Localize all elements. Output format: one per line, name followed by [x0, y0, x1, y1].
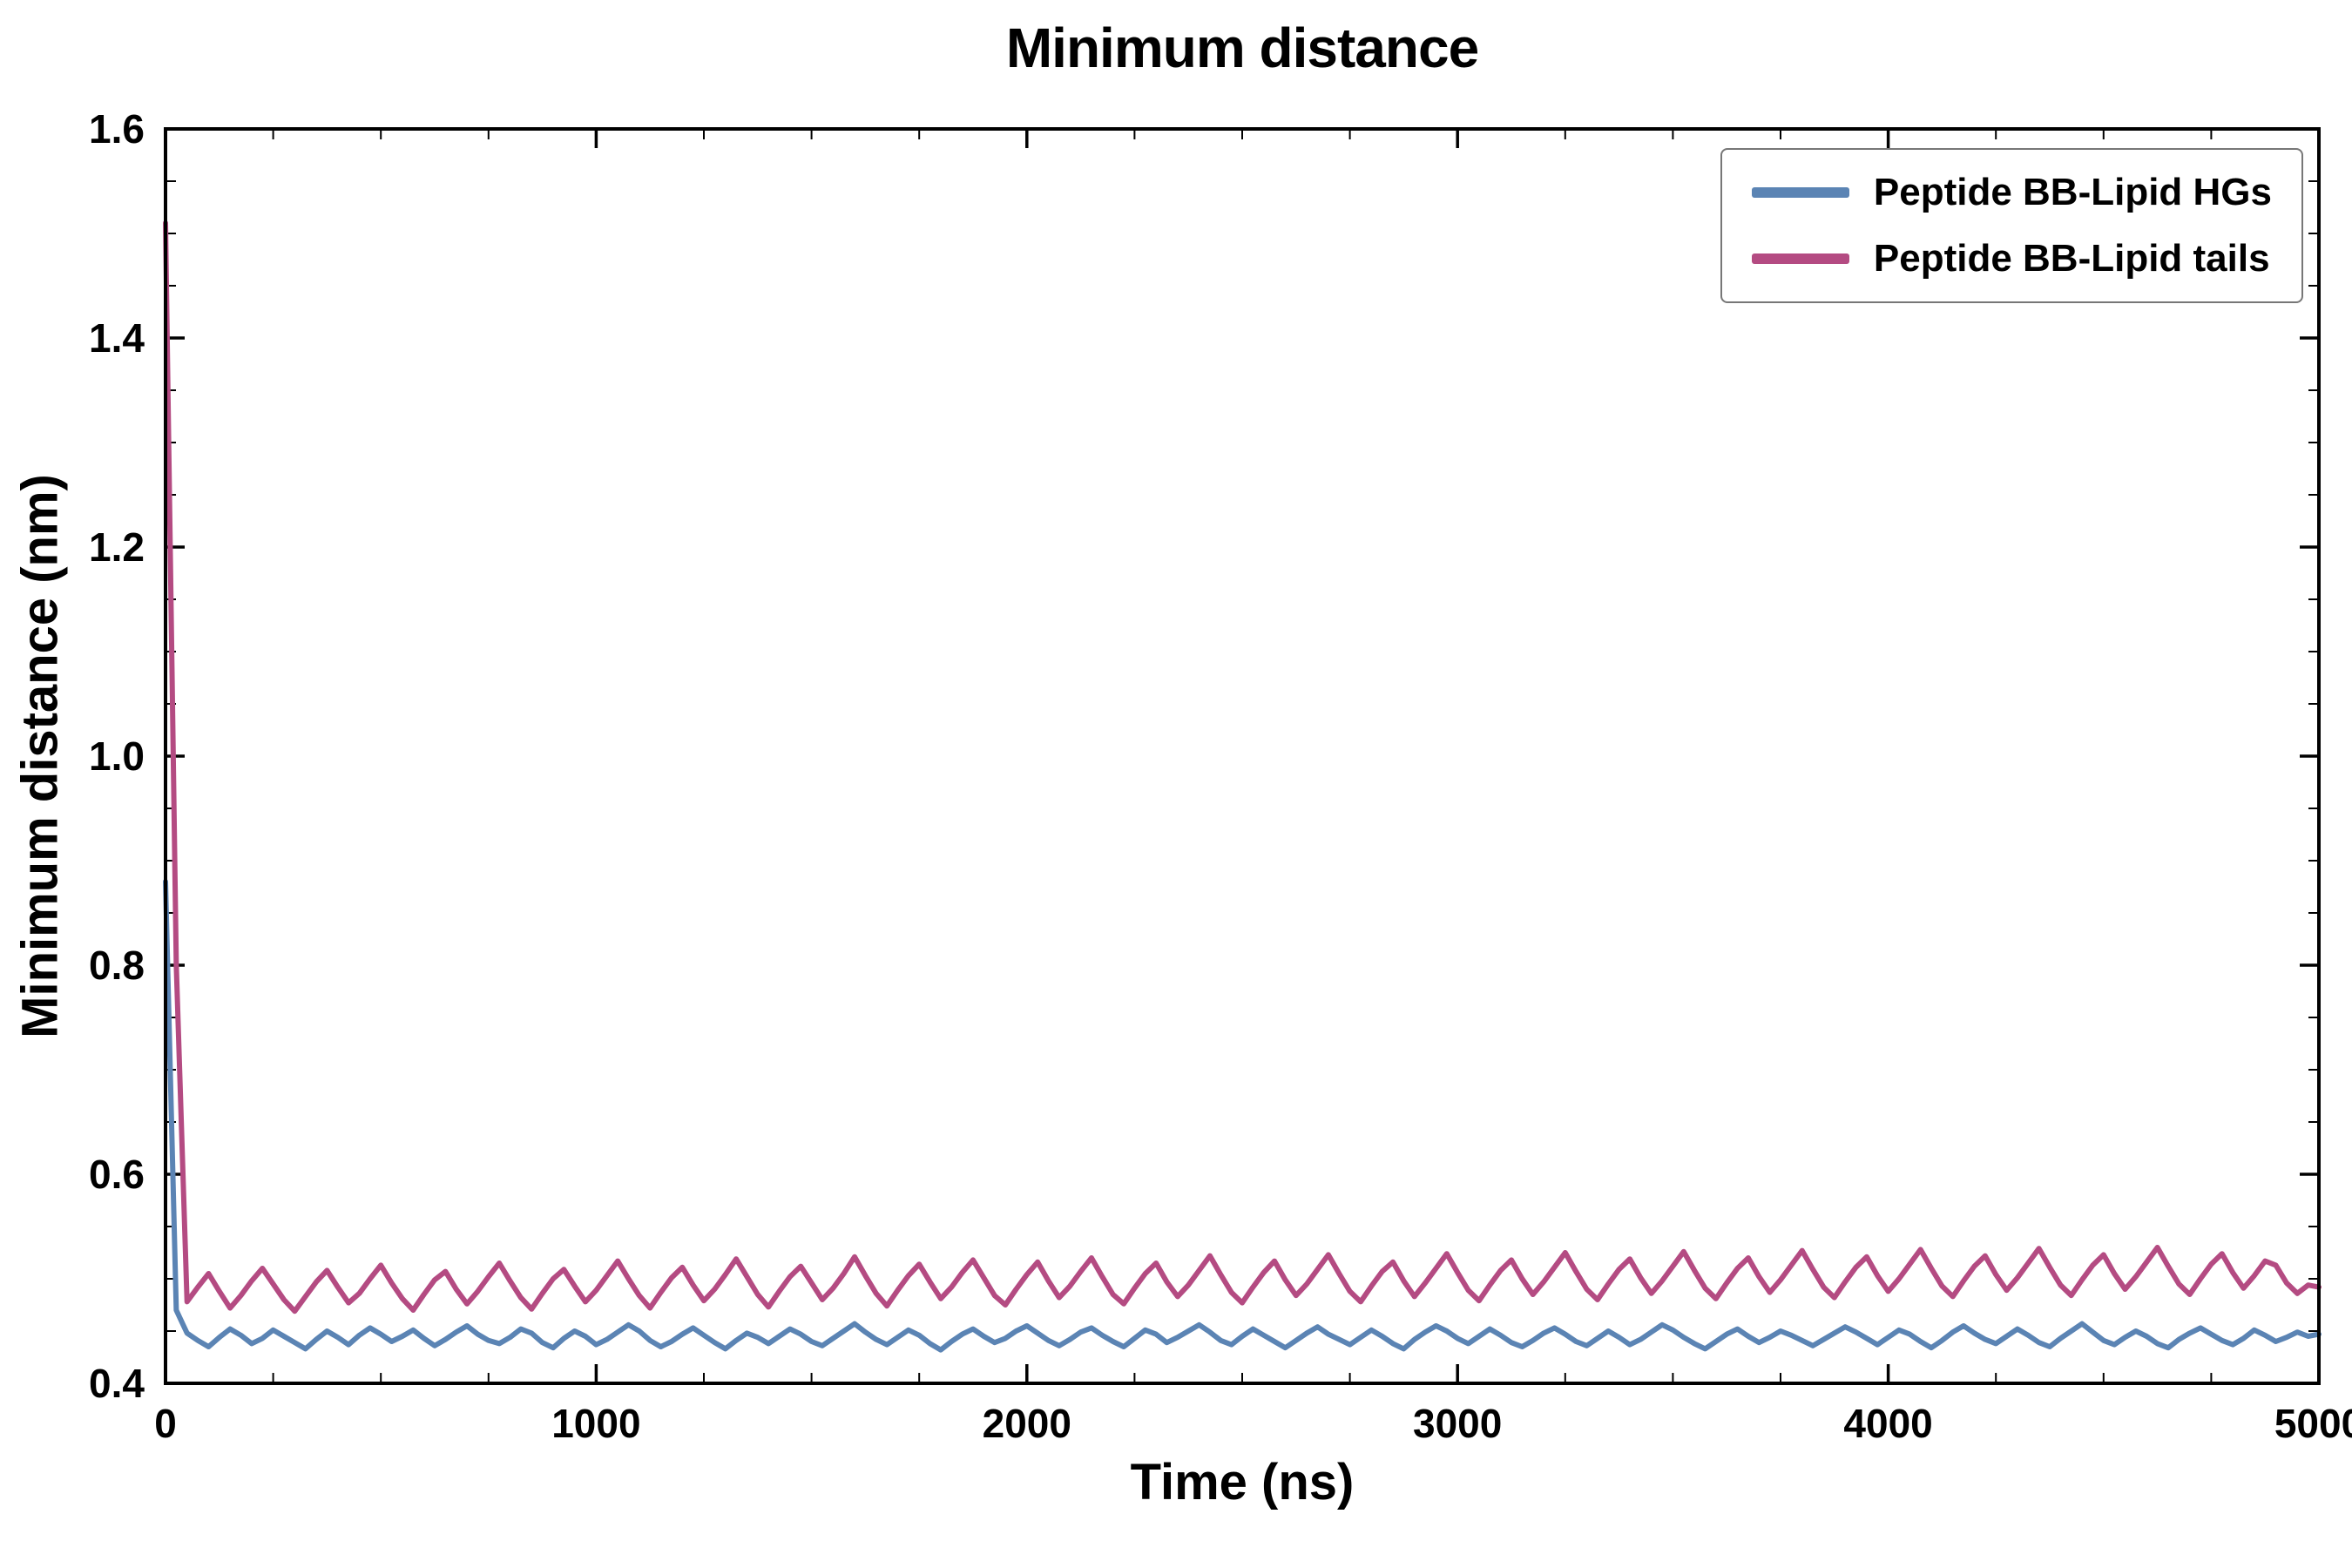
chart-title: Minimum distance — [1005, 17, 1479, 79]
y-tick-label: 0.8 — [89, 943, 145, 988]
y-tick-label: 0.6 — [89, 1152, 145, 1197]
x-axis-label: Time (ns) — [1130, 1454, 1355, 1511]
x-tick-label: 2000 — [983, 1401, 1071, 1446]
legend-label-peptide-bb-lipid-tails: Peptide BB-Lipid tails — [1873, 237, 2270, 280]
y-tick-label: 1.4 — [89, 315, 145, 361]
y-axis-label: Minimum distance (nm) — [11, 474, 69, 1038]
x-tick-label: 1000 — [551, 1401, 640, 1446]
y-tick-label: 0.4 — [89, 1361, 145, 1406]
legend-item-peptide-bb-lipid-hgs: Peptide BB-Lipid HGs — [1751, 171, 2272, 214]
y-tick-label: 1.0 — [89, 733, 145, 779]
x-tick-label: 0 — [154, 1401, 177, 1446]
legend-swatch-peptide-bb-lipid-tails — [1751, 253, 1849, 264]
legend: Peptide BB-Lipid HGs Peptide BB-Lipid ta… — [1720, 148, 2303, 303]
plot-frame — [164, 127, 2321, 1385]
series-line-0 — [163, 879, 2322, 1353]
y-tick-label: 1.2 — [89, 524, 145, 570]
legend-label-peptide-bb-lipid-hgs: Peptide BB-Lipid HGs — [1873, 171, 2272, 213]
x-tick-label: 3000 — [1413, 1401, 1502, 1446]
legend-item-peptide-bb-lipid-tails: Peptide BB-Lipid tails — [1751, 237, 2272, 280]
series-line-1 — [163, 220, 2322, 1315]
y-tick-label: 1.6 — [89, 106, 145, 152]
x-tick-label: 4000 — [1843, 1401, 1932, 1446]
legend-swatch-peptide-bb-lipid-hgs — [1751, 187, 1849, 198]
